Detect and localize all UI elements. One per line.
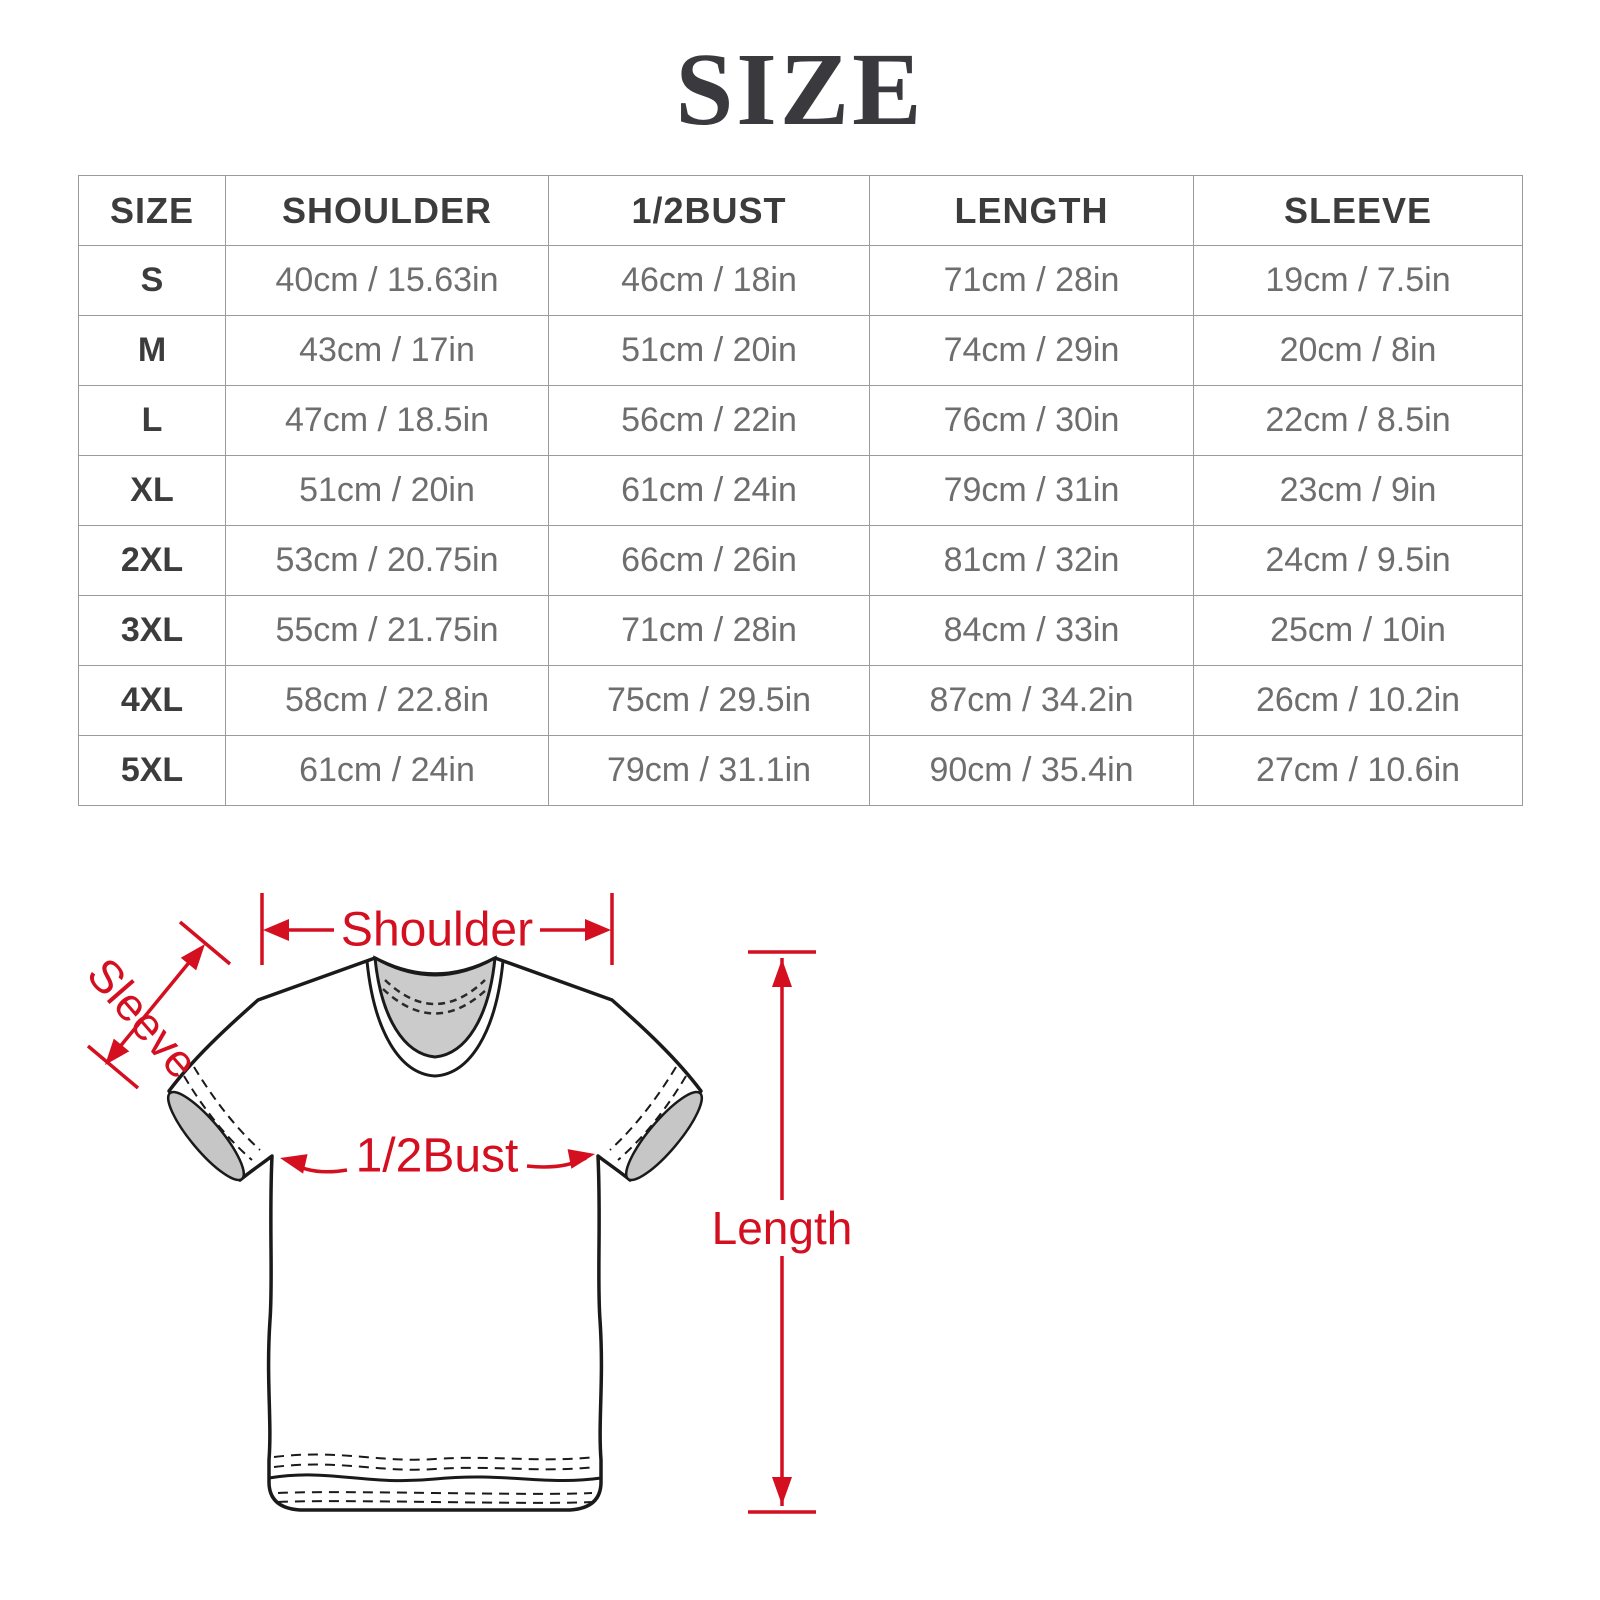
half-bust-annotation: 1/2Bust (280, 1130, 595, 1183)
size-cell: S (78, 245, 226, 316)
column-header: 1/2BUST (548, 175, 870, 246)
tshirt-diagram-svg: Shoulder Sleeve 1/2Bust (77, 893, 853, 1514)
half_bust-cell: 71cm / 28in (548, 595, 870, 666)
sleeve-cell: 20cm / 8in (1193, 315, 1523, 386)
collar-stitching (382, 979, 488, 1015)
page-title: SIZE (675, 32, 925, 147)
shoulder-label: Shoulder (341, 904, 533, 957)
table-row: 4XL 58cm / 22.8in 75cm / 29.5in 87cm / 34.2… (78, 665, 1523, 736)
column-header: SLEEVE (1193, 175, 1523, 246)
left-cuff (166, 1066, 261, 1182)
collar-inner (373, 955, 497, 1059)
size-cell: L (78, 385, 226, 456)
collar-band-edge (365, 960, 505, 1078)
shoulder-cell: 61cm / 24in (225, 735, 549, 806)
length-cell: 71cm / 28in (869, 245, 1194, 316)
table-row: XL 51cm / 20in 61cm / 24in 79cm / 31in 23cm … (78, 455, 1523, 526)
length-annotation: Length (712, 950, 853, 1514)
size-cell: 2XL (78, 525, 226, 596)
shoulder-cell: 51cm / 20in (225, 455, 549, 526)
half_bust-cell: 51cm / 20in (548, 315, 870, 386)
sleeve-cell: 22cm / 8.5in (1193, 385, 1523, 456)
shoulder-cell: 53cm / 20.75in (225, 525, 549, 596)
size-cell: M (78, 315, 226, 386)
sleeve-label: Sleeve (77, 948, 209, 1088)
sleeve-cell: 26cm / 10.2in (1193, 665, 1523, 736)
sleeve-cell: 19cm / 7.5in (1193, 245, 1523, 316)
size-cell: 3XL (78, 595, 226, 666)
length-cell: 81cm / 32in (869, 525, 1194, 596)
half_bust-cell: 66cm / 26in (548, 525, 870, 596)
half_bust-cell: 75cm / 29.5in (548, 665, 870, 736)
size-cell: XL (78, 455, 226, 526)
half_bust-cell: 61cm / 24in (548, 455, 870, 526)
length-cell: 87cm / 34.2in (869, 665, 1194, 736)
column-header: SHOULDER (225, 175, 549, 246)
half_bust-cell: 56cm / 22in (548, 385, 870, 456)
table-row: 3XL 55cm / 21.75in 71cm / 28in 84cm / 33in 2… (78, 595, 1523, 666)
sleeve-cell: 24cm / 9.5in (1193, 525, 1523, 596)
shoulder-cell: 47cm / 18.5in (225, 385, 549, 456)
measurement-diagram: Shoulder Sleeve 1/2Bust (0, 860, 1600, 1600)
size-table-header: SIZE SHOULDER 1/2BUST LENGTH SLEEVE (78, 175, 1523, 246)
table-row: 5XL 61cm / 24in 79cm / 31.1in 90cm / 35.4in… (78, 735, 1523, 806)
header-row: SIZE SHOULDER 1/2BUST LENGTH SLEEVE (78, 175, 1523, 246)
size-table-body: S 40cm / 15.63in 46cm / 18in 71cm / 28in 19c… (78, 245, 1523, 806)
table-row: 2XL 53cm / 20.75in 66cm / 26in 81cm / 32in 2… (78, 525, 1523, 596)
half_bust-cell: 46cm / 18in (548, 245, 870, 316)
half-bust-label: 1/2Bust (356, 1130, 519, 1183)
right-cuff (609, 1066, 704, 1182)
column-header: LENGTH (869, 175, 1194, 246)
length-cell: 74cm / 29in (869, 315, 1194, 386)
length-label: Length (712, 1202, 853, 1254)
length-cell: 76cm / 30in (869, 385, 1194, 456)
length-cell: 79cm / 31in (869, 455, 1194, 526)
shoulder-cell: 58cm / 22.8in (225, 665, 549, 736)
length-cell: 84cm / 33in (869, 595, 1194, 666)
sleeve-cell: 23cm / 9in (1193, 455, 1523, 526)
size-table: SIZE SHOULDER 1/2BUST LENGTH SLEEVE S 40cm / … (78, 175, 1523, 806)
length-cell: 90cm / 35.4in (869, 735, 1194, 806)
shoulder-cell: 40cm / 15.63in (225, 245, 549, 316)
table-row: S 40cm / 15.63in 46cm / 18in 71cm / 28in 19c… (78, 245, 1523, 316)
shoulder-cell: 43cm / 17in (225, 315, 549, 386)
shoulder-cell: 55cm / 21.75in (225, 595, 549, 666)
hem-details (268, 1453, 602, 1504)
size-cell: 5XL (78, 735, 226, 806)
size-cell: 4XL (78, 665, 226, 736)
table-row: L 47cm / 18.5in 56cm / 22in 76cm / 30in 22cm… (78, 385, 1523, 456)
shoulder-annotation: Shoulder (260, 893, 614, 965)
sleeve-cell: 27cm / 10.6in (1193, 735, 1523, 806)
sleeve-cell: 25cm / 10in (1193, 595, 1523, 666)
table-row: M 43cm / 17in 51cm / 20in 74cm / 29in 20cm /… (78, 315, 1523, 386)
half_bust-cell: 79cm / 31.1in (548, 735, 870, 806)
column-header: SIZE (78, 175, 226, 246)
